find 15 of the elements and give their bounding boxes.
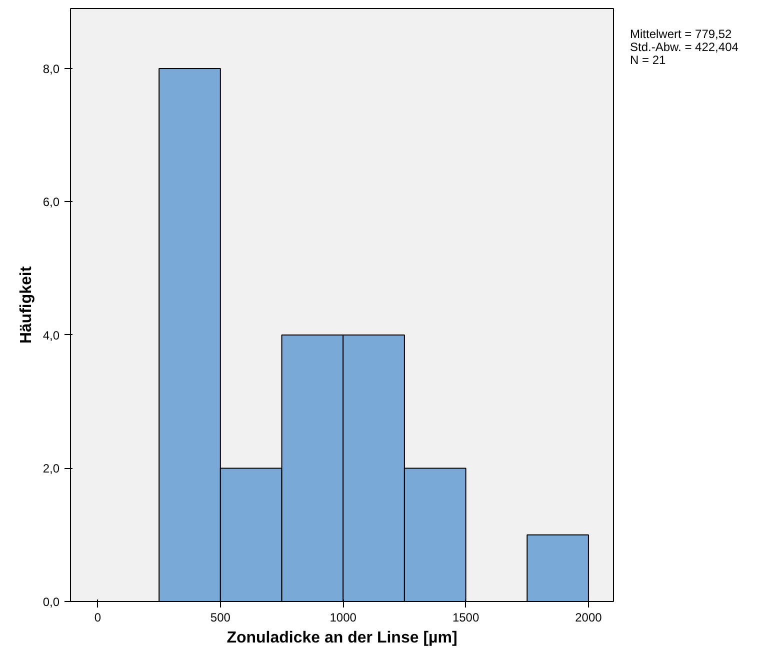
x-tick-label: 500 — [210, 610, 231, 624]
x-tick-label: 0 — [94, 610, 102, 624]
y-tick-label: 0,0 — [42, 595, 60, 609]
x-axis-title: Zonuladicke an der Linse [µm] — [226, 630, 458, 646]
y-tick-label: 4,0 — [42, 328, 60, 342]
y-tick-label: 2,0 — [42, 462, 60, 476]
x-tick-label: 1500 — [452, 610, 480, 624]
text: Std.-Abw. = 422,404 — [630, 40, 738, 54]
y-tick-label: 8,0 — [42, 62, 60, 76]
x-tick-label: 1000 — [330, 610, 357, 624]
x-tick-label: 2000 — [575, 610, 602, 624]
y-axis-title: Häufigkeit — [18, 266, 35, 344]
text: N = 21 — [630, 53, 666, 67]
text: Mittelwert = 779,52 — [630, 27, 732, 41]
y-tick-label: 6,0 — [42, 195, 60, 210]
